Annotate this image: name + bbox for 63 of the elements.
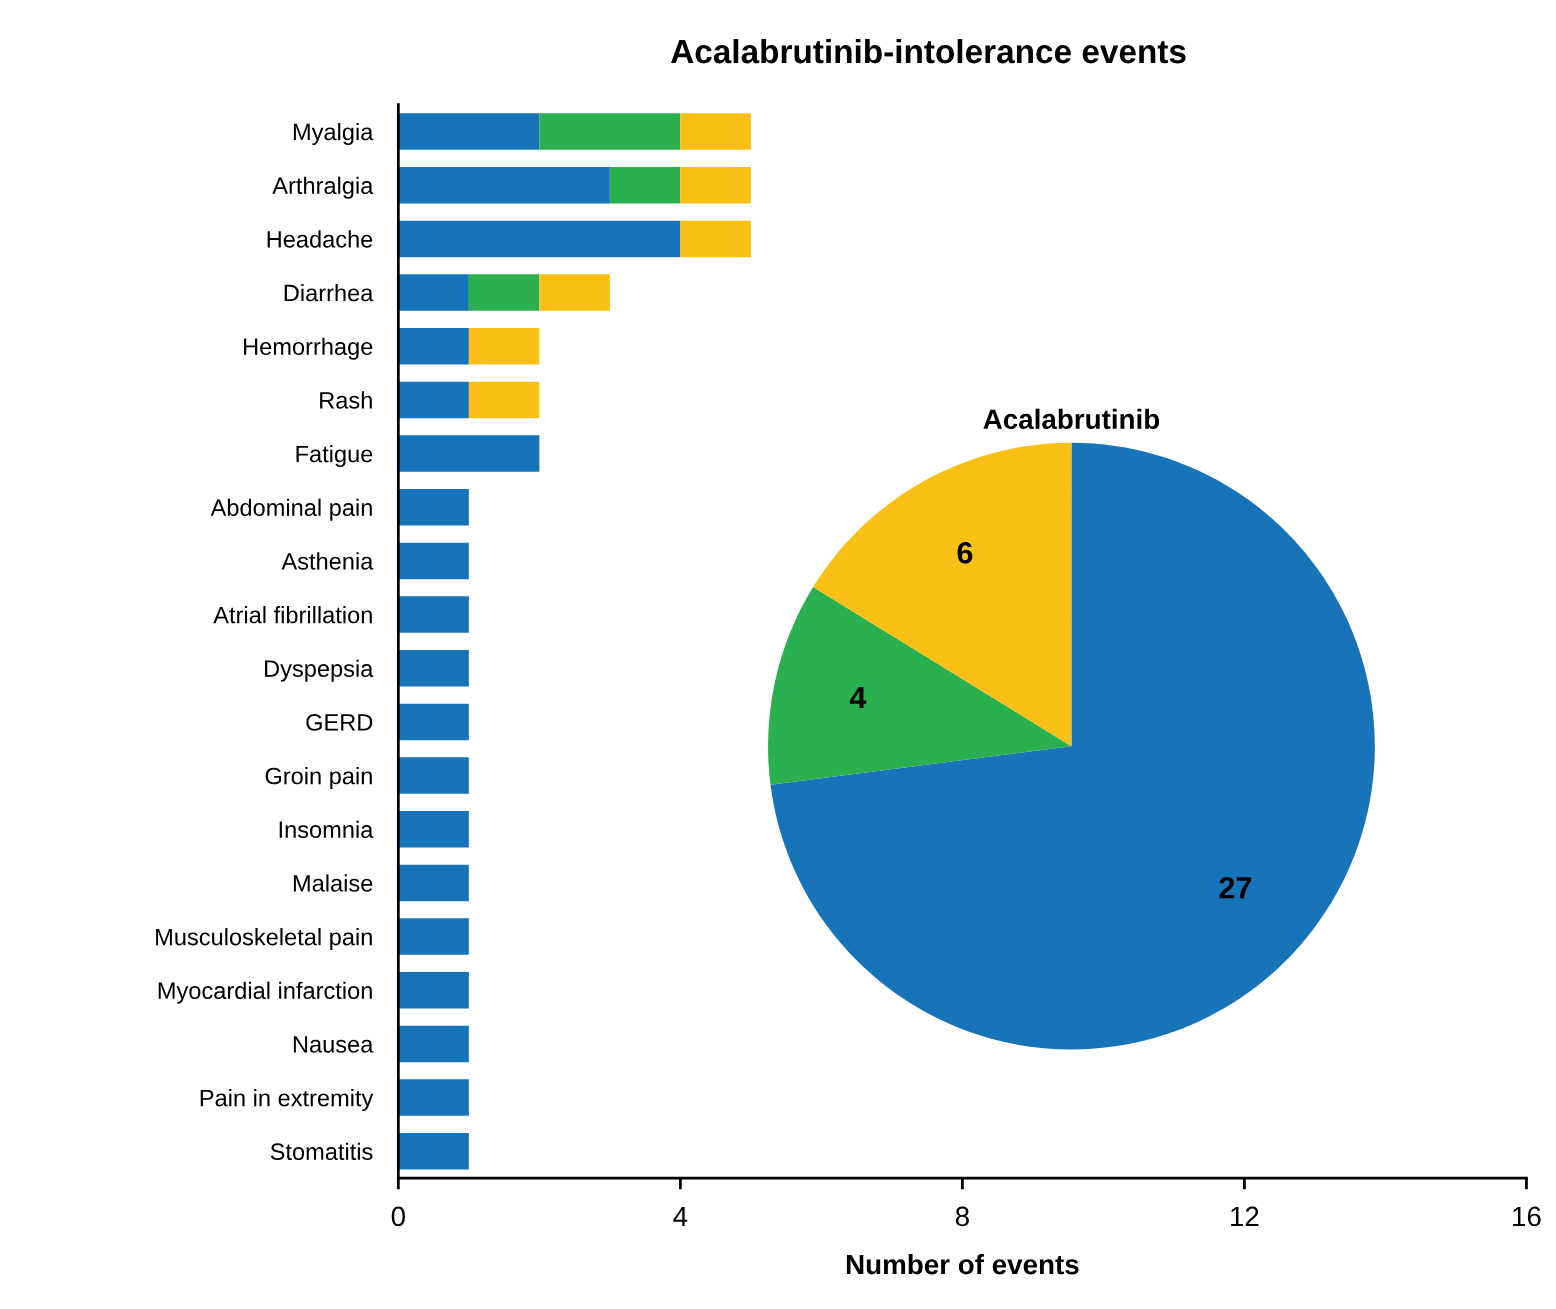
data-label: 6 (957, 541, 973, 564)
bar (398, 650, 469, 687)
pie-slice (768, 587, 1072, 785)
bar (468, 381, 540, 419)
bar (680, 113, 751, 150)
pie-slice (770, 442, 1375, 1050)
y-tick-label: Musculoskeletal pain (156, 928, 372, 951)
y-tick-label: Myocardial infarction (158, 981, 372, 1004)
pie-slice (813, 442, 1072, 747)
y-tick-label: Dyspepsia (265, 659, 374, 682)
y-tick-label: Pain in extremity (200, 1089, 374, 1112)
y-tick-label: GERD (306, 713, 373, 731)
bar (680, 220, 751, 258)
bar (680, 166, 751, 204)
y-tick-label: Headache (267, 230, 373, 248)
bar (398, 811, 469, 848)
bar (398, 1079, 469, 1116)
y-tick-label: Malaise (293, 874, 373, 892)
bar (539, 113, 681, 150)
x-tick-label: 0 (391, 1206, 405, 1227)
x-tick-label: 12 (1231, 1206, 1259, 1227)
bar (468, 274, 540, 311)
y-tick-label: Stomatitis (270, 1142, 373, 1161)
bar (398, 1025, 469, 1063)
x-tick-label: 4 (673, 1206, 688, 1227)
data-label: 27 (1219, 877, 1252, 899)
y-tick-label: Arthralgia (272, 176, 374, 199)
bar (398, 327, 469, 365)
y-tick-label: Hemorrhage (244, 337, 373, 360)
bar (398, 972, 469, 1009)
x-tick-label: 8 (955, 1206, 969, 1227)
bar (398, 596, 469, 633)
bar (398, 220, 681, 258)
bar (398, 435, 540, 472)
y-tick-label: Abdominal pain (210, 498, 372, 521)
bar (398, 918, 469, 955)
bar (398, 274, 469, 311)
bar (398, 542, 469, 580)
x-tick-label: 16 (1513, 1206, 1541, 1227)
y-tick-label: Insomnia (279, 820, 374, 839)
bar (468, 327, 540, 365)
bar (398, 488, 469, 526)
chart-title: Acalabrutinib (983, 408, 1160, 430)
y-tick-label: Fatigue (296, 445, 373, 468)
y-tick-label: Myalgia (293, 123, 374, 146)
bar (398, 864, 469, 902)
y-tick-label: Atrial fibrillation (213, 606, 372, 624)
data-label: 4 (849, 686, 867, 709)
y-tick-label: Diarrhea (284, 284, 374, 302)
bar (398, 703, 469, 741)
y-tick-label: Groin pain (265, 767, 372, 790)
bar (609, 166, 681, 204)
x-axis-title: Number of events (846, 1253, 1079, 1275)
y-tick-label: Rash (320, 391, 372, 409)
chart-title: Acalabrutinib-intolerance events (670, 38, 1186, 64)
y-tick-label: Nausea (293, 1036, 374, 1053)
bar (539, 274, 610, 311)
y-tick-label: Asthenia (281, 552, 374, 570)
bar (398, 166, 610, 204)
bar (398, 113, 540, 150)
bar (398, 1133, 469, 1170)
bar (398, 757, 469, 794)
bar (398, 381, 469, 419)
